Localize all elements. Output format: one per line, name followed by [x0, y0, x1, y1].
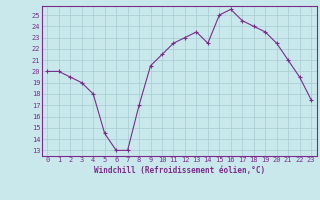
X-axis label: Windchill (Refroidissement éolien,°C): Windchill (Refroidissement éolien,°C) — [94, 166, 265, 175]
